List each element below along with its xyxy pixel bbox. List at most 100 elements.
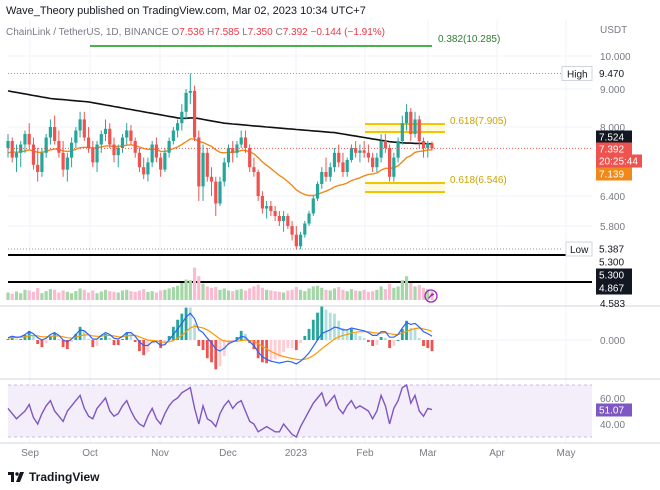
candle-body bbox=[116, 148, 120, 156]
volume-bar bbox=[48, 289, 52, 300]
macd-histogram-bar bbox=[214, 340, 218, 370]
publisher-line: Wave_Theory published on TradingView.com… bbox=[6, 5, 366, 17]
time-tick-2: Nov bbox=[151, 448, 169, 459]
support-value-a-bg bbox=[596, 255, 632, 269]
candle-body bbox=[239, 137, 243, 145]
low-value-bg bbox=[596, 242, 632, 256]
macd-histogram-bar bbox=[180, 313, 184, 340]
macd-histogram-bar bbox=[316, 312, 319, 340]
horizontal-lines bbox=[8, 72, 592, 283]
candle-body bbox=[379, 141, 383, 158]
ohlc-c-value: 7.392 bbox=[282, 27, 308, 38]
candle-body bbox=[40, 152, 44, 172]
volume-bar bbox=[129, 291, 133, 300]
macd-histogram-bar bbox=[430, 340, 434, 352]
fib-label-1: 0.618(7.905) bbox=[450, 116, 507, 127]
candle-body bbox=[125, 130, 129, 138]
candle-body bbox=[36, 164, 40, 172]
volume-bar bbox=[341, 289, 345, 300]
candle-body bbox=[400, 123, 404, 141]
macd-histogram-bar bbox=[273, 340, 277, 360]
high-tag-label: High bbox=[567, 69, 588, 80]
alert-icon[interactable] bbox=[424, 289, 438, 303]
macd-histogram-bar bbox=[32, 335, 35, 340]
candle-body bbox=[61, 152, 65, 170]
macd-histogram-bar bbox=[239, 330, 243, 340]
support-value-b-bg bbox=[596, 268, 632, 282]
candle-body bbox=[133, 141, 137, 153]
candle-body bbox=[315, 184, 320, 199]
candle-body bbox=[303, 223, 307, 235]
candle-body bbox=[269, 206, 273, 211]
candle-body bbox=[430, 143, 434, 149]
macd-histogram-bar bbox=[138, 340, 141, 352]
candle-body bbox=[298, 234, 303, 247]
volume-bar bbox=[65, 291, 69, 300]
price-tick-4: 5.800 bbox=[600, 222, 625, 233]
candle-body bbox=[129, 130, 133, 141]
candle-body bbox=[99, 134, 103, 145]
rsi-last-value: 51.07 bbox=[599, 406, 624, 417]
volume-bar bbox=[176, 285, 180, 300]
price-tick-0: 10.000 bbox=[600, 52, 631, 63]
macd-histogram-bar bbox=[201, 340, 205, 351]
ohlc-l-label: L bbox=[242, 27, 248, 38]
macd-histogram-bar bbox=[400, 328, 404, 340]
volume-bars bbox=[6, 267, 434, 300]
macd-histogram-bar bbox=[121, 338, 124, 340]
macd-histogram-bar bbox=[87, 338, 90, 340]
volume-bar bbox=[163, 289, 167, 300]
countdown-value-bg bbox=[596, 154, 642, 168]
candle-body bbox=[197, 137, 201, 187]
volume-bar bbox=[108, 291, 112, 300]
tradingview-brand[interactable]: TradingView bbox=[8, 470, 99, 484]
macd-histogram-bar bbox=[286, 340, 290, 349]
volume-bar bbox=[354, 290, 358, 300]
candle-body bbox=[120, 137, 125, 148]
volume-bar bbox=[53, 289, 57, 300]
macd-histogram-bar bbox=[171, 326, 175, 340]
alert-icon-bolt bbox=[428, 293, 435, 299]
volume-bar bbox=[421, 287, 426, 300]
candle-body bbox=[320, 172, 324, 184]
high-value: 9.470 bbox=[599, 69, 624, 80]
rsi-last-value-bg bbox=[596, 403, 632, 417]
macd-histogram-bar bbox=[379, 336, 383, 340]
macd-histogram-bar bbox=[231, 340, 235, 342]
volume-bar bbox=[286, 290, 290, 300]
macd-histogram-bar bbox=[95, 340, 99, 347]
volume-bar bbox=[375, 289, 379, 300]
macd-histogram-bar bbox=[307, 328, 311, 340]
volume-bar bbox=[400, 280, 404, 300]
tradingview-logo-icon bbox=[8, 472, 24, 482]
time-tick-7: Apr bbox=[489, 448, 505, 459]
macd-histogram-bar bbox=[405, 320, 408, 340]
candle-body bbox=[421, 141, 426, 148]
candle-body bbox=[273, 211, 277, 216]
fib-label-2: 0.618(6.546) bbox=[450, 175, 507, 186]
ma200-series bbox=[7, 90, 433, 145]
candle-body bbox=[277, 216, 281, 221]
macd-histogram-bar bbox=[36, 340, 40, 345]
volume-bar bbox=[231, 291, 235, 300]
rsi-tick-1: 40.00 bbox=[600, 420, 625, 431]
candle-body bbox=[282, 216, 286, 221]
volume-bar bbox=[396, 286, 400, 300]
pane-separators bbox=[0, 305, 660, 444]
macd-line bbox=[7, 312, 433, 365]
macd-histogram-bar bbox=[277, 340, 281, 358]
support-value-c-bg bbox=[596, 281, 632, 295]
volume-bar bbox=[426, 289, 430, 300]
macd-histogram-bar bbox=[417, 337, 421, 340]
volume-bar bbox=[358, 291, 362, 300]
candle-body bbox=[349, 148, 354, 160]
volume-bar bbox=[10, 293, 14, 300]
macd-histogram-bar bbox=[422, 340, 425, 347]
volume-bar bbox=[349, 289, 354, 300]
macd-histogram-bar bbox=[167, 335, 171, 340]
candle-body bbox=[222, 162, 226, 182]
volume-bar bbox=[167, 288, 171, 300]
high-tag-bg bbox=[561, 65, 593, 81]
macd-pane bbox=[6, 306, 592, 370]
candle-body bbox=[311, 198, 315, 214]
